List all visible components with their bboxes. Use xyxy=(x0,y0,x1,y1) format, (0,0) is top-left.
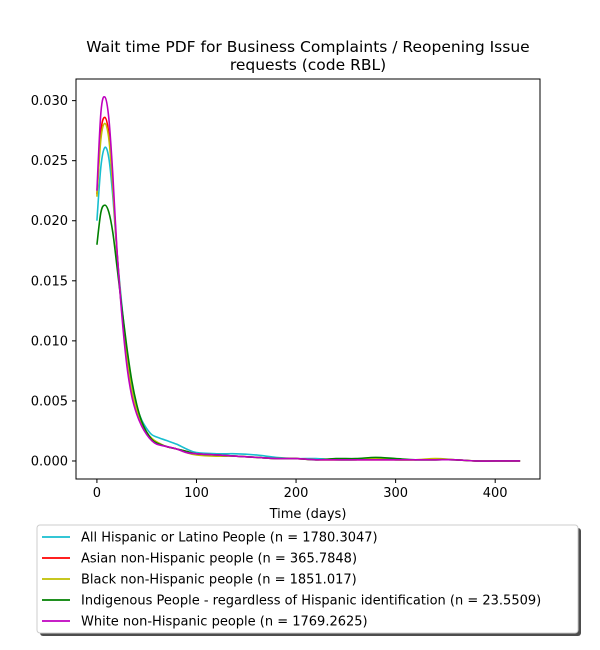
x-tick-label-200: 200 xyxy=(284,486,309,501)
legend: All Hispanic or Latino People (n = 1780.… xyxy=(36,524,581,636)
legend-label-4: Indigenous People - regardless of Hispan… xyxy=(81,594,541,609)
x-axis-label: Time (days) xyxy=(269,507,347,522)
y-tick-label-2: 0.010 xyxy=(31,334,68,349)
legend-label-3: Black non-Hispanic people (n = 1851.017) xyxy=(81,573,357,588)
chart-title-line-1: Wait time PDF for Business Complaints / … xyxy=(86,38,529,56)
series-line-5 xyxy=(96,95,521,462)
series-layer xyxy=(96,95,521,462)
y-tick-label-6: 0.030 xyxy=(31,94,68,109)
ticks-layer: 0 100 200 300 400 0.000 0.005 0.010 0.015 0.020 0.… xyxy=(31,94,508,501)
y-tick-label-3: 0.015 xyxy=(31,274,68,289)
x-tick-label-0: 0 xyxy=(93,486,101,501)
series-line-3 xyxy=(96,122,521,462)
x-tick-label-300: 300 xyxy=(383,486,408,501)
y-tick-label-0: 0.000 xyxy=(31,454,68,469)
chart-title-line-2: requests (code RBL) xyxy=(230,56,386,74)
legend-items: All Hispanic or Latino People (n = 1780.… xyxy=(42,531,541,630)
legend-label-2: Asian non-Hispanic people (n = 365.7848) xyxy=(81,552,357,567)
y-tick-label-5: 0.025 xyxy=(31,154,68,169)
x-tick-label-400: 400 xyxy=(483,486,508,501)
y-tick-label-4: 0.020 xyxy=(31,214,68,229)
legend-frame xyxy=(36,524,579,634)
series-line-1 xyxy=(96,146,521,462)
series-line-4 xyxy=(96,204,521,462)
series-line-2 xyxy=(96,116,521,462)
plot-frame xyxy=(75,78,541,480)
y-tick-label-1: 0.005 xyxy=(31,394,68,409)
legend-label-1: All Hispanic or Latino People (n = 1780.… xyxy=(81,531,378,546)
x-tick-label-100: 100 xyxy=(184,486,209,501)
legend-label-5: White non-Hispanic people (n = 1769.2625… xyxy=(81,615,368,630)
